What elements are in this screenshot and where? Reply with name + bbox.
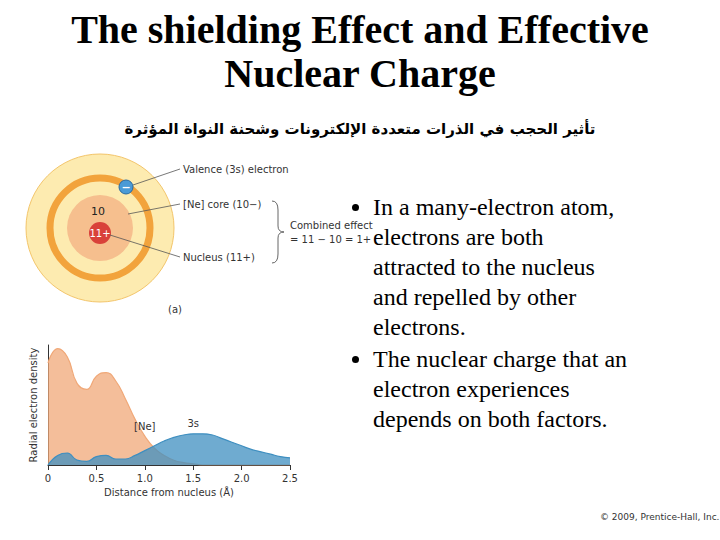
html-text:The nuclear charge that an: The nuclear charge that an xyxy=(373,346,628,372)
html-text:attracted to the nucleus: attracted to the nucleus xyxy=(373,254,595,280)
svg-text:[Ne]: [Ne] xyxy=(134,421,156,432)
svg-text:1.0: 1.0 xyxy=(137,473,153,484)
html-text:electron experiences: electron experiences xyxy=(373,376,570,402)
html-text:electrons.: electrons. xyxy=(373,314,466,340)
html-text:Nuclear Charge: Nuclear Charge xyxy=(224,51,496,96)
html-text:The shielding Effect and Effec: The shielding Effect and Effective xyxy=(71,7,649,52)
html-text:© 2009, Prentice-Hall, Inc.: © 2009, Prentice-Hall, Inc. xyxy=(600,512,720,522)
html-text:electrons are both: electrons are both xyxy=(373,224,544,250)
svg-text:Valence (3s) electron: Valence (3s) electron xyxy=(183,164,289,175)
svg-text:2.0: 2.0 xyxy=(234,473,250,484)
svg-text:2.5: 2.5 xyxy=(282,473,298,484)
svg-text:Radial electron density: Radial electron density xyxy=(28,348,39,463)
html-text:In a many-electron atom,: In a many-electron atom, xyxy=(373,194,615,220)
svg-text:0.5: 0.5 xyxy=(88,473,104,484)
svg-text:Nucleus (11+): Nucleus (11+) xyxy=(183,252,255,263)
html-text:تأثير الحجب في الذرات متعددة ا: تأثير الحجب في الذرات متعددة الإلكترونات… xyxy=(124,120,596,138)
svg-text:−: − xyxy=(121,181,130,194)
svg-text:[Ne] core (10−): [Ne] core (10−) xyxy=(183,199,261,210)
html-text:and repelled by other: and repelled by other xyxy=(373,284,577,310)
svg-text:Combined effect: Combined effect xyxy=(290,220,373,231)
svg-text:11+: 11+ xyxy=(89,228,110,239)
html-text:depends on both factors.: depends on both factors. xyxy=(373,406,608,432)
svg-text:(a): (a) xyxy=(168,304,182,315)
svg-text:3s: 3s xyxy=(187,418,199,429)
svg-text:0: 0 xyxy=(45,473,51,484)
svg-text:Distance from nucleus (Å): Distance from nucleus (Å) xyxy=(104,486,234,498)
svg-text:1.5: 1.5 xyxy=(185,473,201,484)
svg-text:10: 10 xyxy=(91,205,105,218)
svg-text:= 11 − 10 = 1+: = 11 − 10 = 1+ xyxy=(290,234,371,245)
